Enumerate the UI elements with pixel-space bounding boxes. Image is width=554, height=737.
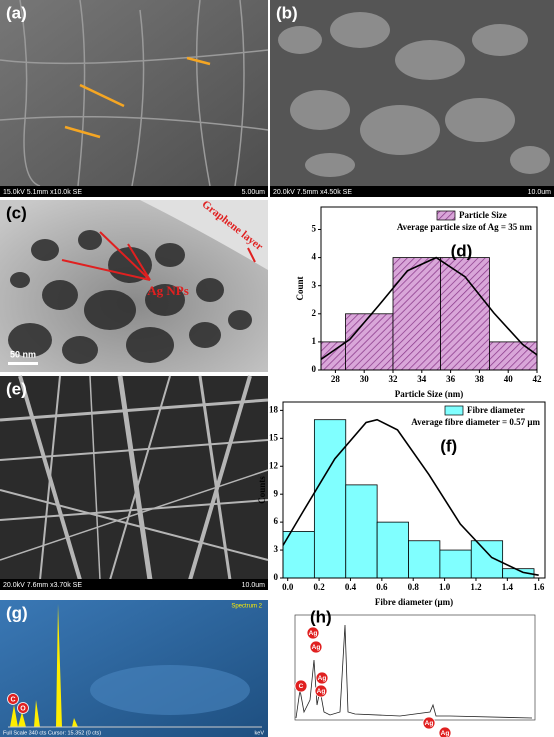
bar bbox=[345, 313, 394, 370]
panel-label: (f) bbox=[440, 436, 457, 455]
panel-label: (b) bbox=[276, 3, 298, 22]
peak-marker bbox=[294, 679, 308, 693]
y-tick-label: 9 bbox=[274, 488, 279, 498]
eds-g bbox=[0, 600, 268, 737]
annotation: Average particle size of Ag = 35 nm bbox=[397, 222, 533, 232]
peak-label: C bbox=[299, 683, 304, 690]
x-tick-label: 1.0 bbox=[439, 582, 451, 592]
sem-info: 15.0kV 5.1mm x10.0k SE bbox=[3, 189, 82, 196]
x-tick-label: 34 bbox=[417, 374, 427, 384]
y-tick-label: 3 bbox=[274, 544, 279, 554]
sem-scale: 5.00um bbox=[242, 189, 266, 196]
peak-marker bbox=[309, 640, 323, 654]
x-tick-label: 30 bbox=[360, 374, 370, 384]
peak-marker bbox=[314, 684, 328, 698]
peak-label: Ag bbox=[317, 688, 326, 695]
x-tick-label: 0.0 bbox=[282, 582, 294, 592]
peak-label: Ag bbox=[312, 644, 321, 651]
tem-scale: 50 nm bbox=[10, 349, 36, 359]
fit-curve bbox=[321, 256, 537, 360]
fit-curve bbox=[283, 418, 539, 576]
panel-label: (a) bbox=[6, 3, 27, 22]
spectrum-label: Spectrum 2 bbox=[231, 604, 262, 610]
bar bbox=[439, 549, 472, 578]
peak-label: Ag bbox=[318, 675, 327, 682]
legend-swatch bbox=[444, 405, 464, 416]
bar bbox=[392, 257, 441, 370]
tem-annotation: Ag NPs bbox=[147, 283, 189, 298]
bar bbox=[345, 484, 378, 578]
plot-frame bbox=[320, 206, 538, 371]
legend-label: Particle Size bbox=[459, 210, 507, 220]
y-tick-label: 6 bbox=[274, 516, 279, 526]
sem-scale: 10.0um bbox=[528, 189, 552, 196]
x-tick-label: 1.6 bbox=[533, 582, 545, 592]
peak-marker bbox=[17, 702, 29, 714]
y-tick-label: 18 bbox=[269, 404, 279, 414]
bar bbox=[408, 540, 441, 578]
y-tick-label: 5 bbox=[312, 224, 317, 234]
peak-label: C bbox=[10, 696, 15, 703]
sem-a bbox=[0, 0, 269, 197]
sem-e bbox=[0, 375, 269, 590]
peak-marker bbox=[315, 671, 329, 685]
bar bbox=[470, 540, 504, 578]
peak-label: Ag bbox=[309, 630, 318, 637]
y-tick-label: 12 bbox=[269, 460, 279, 470]
peak-label: O bbox=[20, 705, 26, 712]
y-tick-label: 3 bbox=[312, 280, 317, 290]
eds-footer: Full Scale 340 cts Cursor: 15.352 (0 cts… bbox=[3, 730, 101, 736]
y-tick-label: 2 bbox=[312, 308, 317, 318]
x-tick-label: 1.4 bbox=[502, 582, 514, 592]
annotation: Average fibre diameter = 0.57 μm bbox=[411, 417, 540, 427]
x-tick-label: 38 bbox=[475, 374, 485, 384]
legend-swatch bbox=[436, 210, 456, 221]
y-tick-label: 0 bbox=[274, 572, 279, 582]
panel-label: (h) bbox=[310, 607, 332, 626]
peak-marker bbox=[7, 693, 19, 705]
panel-label: (c) bbox=[6, 203, 27, 222]
y-tick-label: 15 bbox=[269, 432, 279, 442]
y-tick-label: 0 bbox=[312, 364, 317, 374]
bar bbox=[376, 521, 409, 578]
sem-scale: 10.0um bbox=[242, 582, 266, 589]
x-tick-label: 28 bbox=[331, 374, 341, 384]
plot-frame bbox=[282, 401, 546, 579]
y-tick-label: 1 bbox=[312, 336, 317, 346]
eds-unit: keV bbox=[255, 730, 265, 736]
y-axis-label: Count bbox=[295, 276, 305, 300]
sem-b bbox=[270, 0, 554, 197]
bar bbox=[489, 341, 537, 370]
peak-marker bbox=[422, 716, 436, 730]
x-tick-label: 40 bbox=[504, 374, 514, 384]
plot bbox=[321, 256, 537, 370]
sem-info: 20.0kV 7.5mm x4.50k SE bbox=[273, 189, 352, 196]
plot bbox=[283, 418, 539, 578]
y-axis-label: Counts bbox=[257, 476, 267, 504]
tem-c bbox=[0, 200, 268, 372]
x-tick-label: 36 bbox=[446, 374, 456, 384]
x-tick-label: 0.2 bbox=[313, 582, 325, 592]
x-tick-label: 32 bbox=[389, 374, 399, 384]
x-tick-label: 42 bbox=[533, 374, 543, 384]
x-axis-label: Fibre diameter (μm) bbox=[375, 597, 453, 607]
bar bbox=[313, 419, 347, 578]
panel-label: (e) bbox=[6, 379, 27, 398]
x-tick-label: 1.2 bbox=[470, 582, 482, 592]
y-tick-label: 4 bbox=[312, 252, 317, 262]
sem-info: 20.0kV 7.6mm x3.70k SE bbox=[3, 582, 82, 589]
peak-label: Ag bbox=[441, 730, 450, 737]
bar bbox=[440, 257, 490, 370]
panel-label: (d) bbox=[451, 241, 473, 260]
x-tick-label: 0.4 bbox=[345, 582, 357, 592]
x-tick-label: 0.8 bbox=[408, 582, 420, 592]
x-tick-label: 0.6 bbox=[376, 582, 388, 592]
peak-label: Ag bbox=[425, 720, 434, 727]
x-axis-label: Particle Size (nm) bbox=[395, 389, 463, 399]
peak-marker bbox=[438, 726, 452, 737]
panel-label: (g) bbox=[6, 603, 28, 622]
peak-marker bbox=[306, 626, 320, 640]
legend-label: Fibre diameter bbox=[467, 405, 525, 415]
